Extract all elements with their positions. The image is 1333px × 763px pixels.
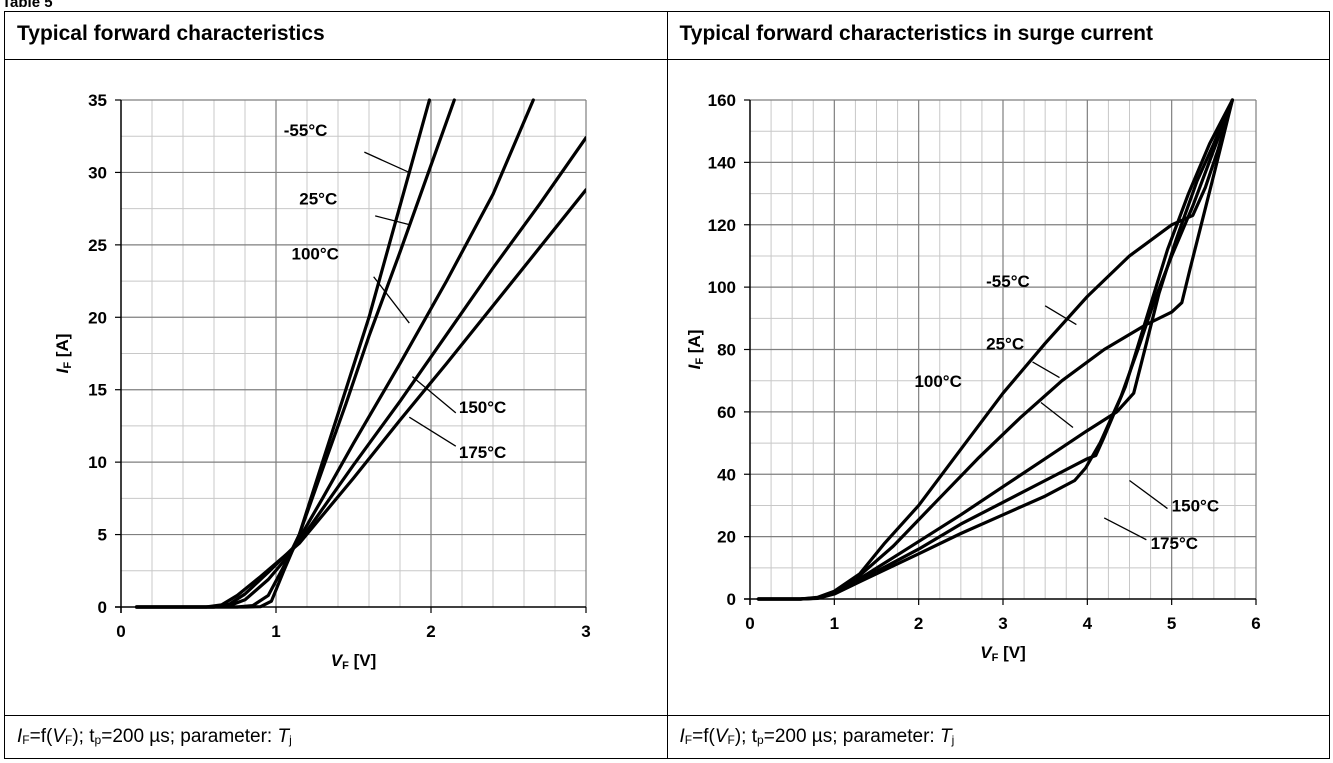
y-tick-label: 35: [88, 91, 107, 110]
annotation-label: -55°C: [986, 272, 1030, 291]
y-tick-label: 25: [88, 236, 107, 255]
caption-cell-left: IF=f(VF); tp=200 µs; parameter: Tj: [4, 715, 668, 759]
y-tick-label: 20: [717, 528, 736, 547]
x-tick-label: 1: [271, 622, 280, 641]
y-axis-label: IF [A]: [685, 330, 706, 370]
panel-title: Typical forward characteristics in surge…: [679, 22, 1153, 45]
annotation-label: 175°C: [459, 443, 506, 462]
chart-cell-right: 0 1 2 3 4 5 6 0 20 40 60 80 100 120 140 160 VF [V] IF [A]…: [666, 59, 1330, 716]
series-group: [756, 98, 1234, 601]
y-tick-label: 80: [717, 341, 736, 360]
annotation-label: 100°C: [914, 372, 961, 391]
annotation-leader: [408, 416, 457, 447]
y-tick-label: 15: [88, 381, 107, 400]
y-tick-label: 20: [88, 308, 107, 327]
major-grid: [749, 99, 1257, 599]
annotation-label: 100°C: [292, 244, 339, 263]
series-group: [134, 98, 586, 609]
annotation-leader: [364, 151, 410, 174]
x-tick-label: 5: [1166, 614, 1175, 633]
annotation-label: 175°C: [1150, 534, 1197, 553]
minor-grid: [121, 100, 586, 607]
annotation-label: 150°C: [1171, 497, 1218, 516]
y-tick-label: 120: [707, 216, 735, 235]
panel-title: Typical forward characteristics: [17, 22, 325, 45]
y-axis-label: IF [A]: [53, 334, 74, 374]
x-tick-label: 4: [1082, 614, 1092, 633]
panel-caption: IF=f(VF); tp=200 µs; parameter: Tj: [17, 726, 292, 747]
annotation-leader: [1031, 361, 1060, 379]
y-tick-label: 10: [88, 453, 107, 472]
annotation-leader: [411, 376, 457, 414]
x-tick-label: 2: [426, 622, 435, 641]
y-tick-label: 60: [717, 403, 736, 422]
x-axis-label: VF [V]: [980, 643, 1025, 664]
annotation-leader: [1128, 479, 1168, 510]
series-line-175°C: [756, 98, 1234, 601]
caption-cell-right: IF=f(VF); tp=200 µs; parameter: Tj: [666, 715, 1330, 759]
table-label: Table 5: [2, 0, 53, 11]
annotation-label: -55°C: [284, 121, 328, 140]
y-tick-label: 160: [707, 91, 735, 110]
y-tick-label: 0: [98, 598, 107, 617]
x-axis-label: VF [V]: [331, 651, 376, 672]
series-line-175°C: [134, 188, 586, 609]
annotation-label: 25°C: [986, 335, 1024, 354]
panel-header-right: Typical forward characteristics in surge…: [666, 11, 1330, 60]
annotation-leader: [1044, 305, 1077, 326]
figure-table: Typical forward characteristics Typical …: [4, 11, 1330, 759]
x-tick-label: 0: [745, 614, 754, 633]
y-tick-label: 100: [707, 278, 735, 297]
x-tick-label: 6: [1251, 614, 1260, 633]
x-tick-label: 0: [116, 622, 125, 641]
panel-caption: IF=f(VF); tp=200 µs; parameter: Tj: [679, 726, 955, 747]
annotation-leader: [1040, 402, 1073, 428]
annotation-leader: [1103, 517, 1147, 541]
x-tick-label: 1: [829, 614, 838, 633]
y-tick-label: 40: [717, 465, 736, 484]
x-tick-label: 3: [581, 622, 590, 641]
x-tick-label: 2: [913, 614, 922, 633]
y-tick-label: 30: [88, 163, 107, 182]
chart-cell-left: 0 1 2 3 0 5 10 15 20 25 30 35 VF [V] IF [A] -55°C 25°C 1…: [4, 59, 668, 716]
annotation-leader: [373, 276, 410, 324]
y-tick-label: 5: [98, 526, 107, 545]
series-line-150°C: [134, 136, 586, 609]
series-line-25°C: [134, 98, 456, 609]
major-grid: [121, 99, 587, 607]
annotation-leader: [375, 215, 410, 226]
y-tick-label: 0: [726, 590, 735, 609]
y-tick-label: 140: [707, 153, 735, 172]
annotation-label: 150°C: [459, 398, 506, 417]
annotation-label: 25°C: [299, 189, 337, 208]
panel-header-left: Typical forward characteristics: [4, 11, 668, 60]
x-tick-label: 3: [998, 614, 1007, 633]
